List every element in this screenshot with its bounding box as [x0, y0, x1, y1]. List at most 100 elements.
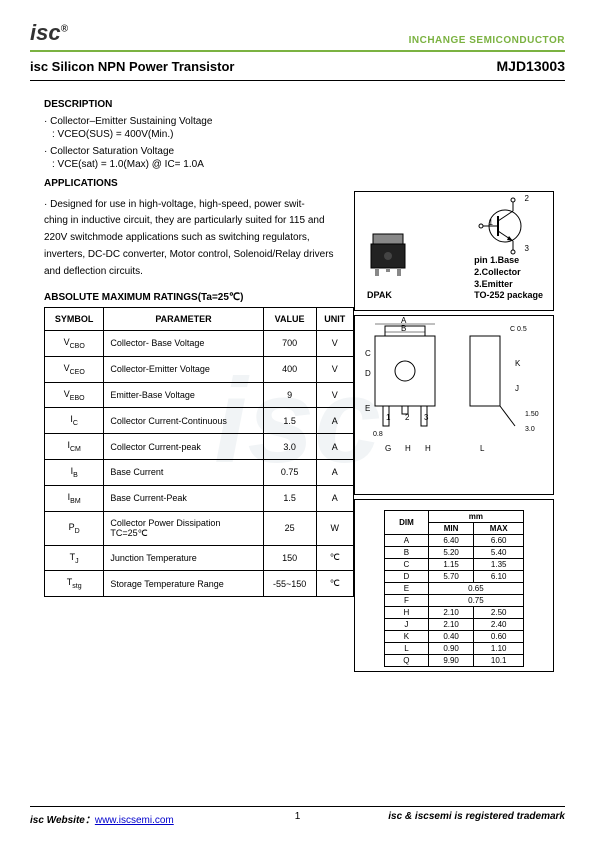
ratings-value: 700 — [263, 331, 316, 357]
desc-bullet: · Collector Saturation Voltage — [44, 146, 565, 157]
svg-text:0.8: 0.8 — [373, 431, 383, 438]
ratings-unit: A — [316, 459, 354, 485]
right-column: 2 1 3 DPAK pin 1.Base 2.Collector 3.Emit… — [354, 195, 554, 672]
ratings-row: VEBOEmitter-Base Voltage9V — [45, 382, 354, 408]
ratings-row: PDCollector Power Dissipation TC=25℃25W — [45, 511, 354, 545]
ratings-symbol: IBM — [45, 485, 104, 511]
dimension-table: DIM mm MIN MAX A6.406.60B5.205.40C1.151.… — [384, 510, 524, 667]
ratings-value: 150 — [263, 545, 316, 571]
dim-row: J2.102.40 — [385, 619, 524, 631]
svg-text:C: C — [365, 349, 371, 358]
title-row: isc Silicon NPN Power Transistor MJD1300… — [30, 58, 565, 81]
dim-cell: 10.1 — [474, 655, 524, 667]
desc-sub: : VCE(sat) = 1.0(Max) @ IC= 1.0A — [52, 159, 565, 170]
dim-cell: 1.15 — [428, 559, 474, 571]
ratings-row: ICMCollector Current-peak3.0A — [45, 434, 354, 460]
ratings-value: 400 — [263, 356, 316, 382]
page-number: 1 — [295, 811, 301, 822]
dim-cell: 0.90 — [428, 643, 474, 655]
ratings-row: ICCollector Current-Continuous1.5A — [45, 408, 354, 434]
svg-text:G: G — [385, 444, 391, 453]
left-column: · Designed for use in high-voltage, high… — [30, 195, 350, 672]
svg-text:1.50: 1.50 — [525, 411, 539, 418]
dim-cell: 0.75 — [428, 595, 523, 607]
dim-h-max: MAX — [474, 523, 524, 535]
dim-row: C1.151.35 — [385, 559, 524, 571]
description-heading: DESCRIPTION — [44, 99, 565, 110]
dim-cell: 2.40 — [474, 619, 524, 631]
ratings-param: Base Current — [104, 459, 263, 485]
dim-h-dim: DIM — [385, 511, 429, 535]
svg-text:H: H — [405, 444, 411, 453]
svg-text:H: H — [425, 444, 431, 453]
dim-h-mm: mm — [428, 511, 523, 523]
ratings-param: Storage Temperature Range — [104, 571, 263, 597]
dim-cell: 2.10 — [428, 607, 474, 619]
logo: isc® — [30, 20, 68, 46]
dim-cell: J — [385, 619, 429, 631]
ratings-value: -55~150 — [263, 571, 316, 597]
ratings-row: VCBOCollector- Base Voltage700V — [45, 331, 354, 357]
dim-cell: C — [385, 559, 429, 571]
dim-cell: 9.90 — [428, 655, 474, 667]
ratings-value: 1.5 — [263, 408, 316, 434]
dim-cell: 6.10 — [474, 571, 524, 583]
ratings-symbol: VCEO — [45, 356, 104, 382]
dim-cell: 0.65 — [428, 583, 523, 595]
sch-pin-2: 2 — [525, 194, 529, 203]
svg-text:J: J — [515, 384, 519, 393]
dim-cell: D — [385, 571, 429, 583]
dim-cell: L — [385, 643, 429, 655]
ratings-unit: ℃ — [316, 571, 354, 597]
dim-row: F0.75 — [385, 595, 524, 607]
svg-text:3.0: 3.0 — [525, 426, 535, 433]
dim-row: Q9.9010.1 — [385, 655, 524, 667]
ratings-unit: V — [316, 331, 354, 357]
ratings-unit: W — [316, 511, 354, 545]
ratings-symbol: IB — [45, 459, 104, 485]
ratings-value: 9 — [263, 382, 316, 408]
dim-row: K0.400.60 — [385, 631, 524, 643]
dim-cell: 2.10 — [428, 619, 474, 631]
dim-row: L0.901.10 — [385, 643, 524, 655]
dim-cell: Q — [385, 655, 429, 667]
dim-cell: 1.10 — [474, 643, 524, 655]
svg-text:1: 1 — [386, 413, 391, 422]
svg-text:B: B — [401, 324, 406, 333]
applications-heading: APPLICATIONS — [44, 178, 565, 189]
dim-row: A6.406.60 — [385, 535, 524, 547]
desc-sub: : VCEO(SUS) = 400V(Min.) — [52, 129, 565, 140]
sch-pin-1: 1 — [489, 218, 493, 227]
footer-left: isc Website：www.iscsemi.com — [30, 811, 174, 826]
mechanical-svg: 1 2 3 0.8 A B C D E G H H C 0.5 K J — [355, 316, 553, 494]
ratings-symbol: VEBO — [45, 382, 104, 408]
ratings-th: PARAMETER — [104, 308, 263, 331]
dim-cell: 5.20 — [428, 547, 474, 559]
website-link[interactable]: www.iscsemi.com — [95, 815, 174, 826]
ratings-heading: ABSOLUTE MAXIMUM RATINGS(Ta=25℃) — [44, 292, 350, 303]
svg-text:L: L — [480, 444, 485, 453]
ratings-th: UNIT — [316, 308, 354, 331]
dim-row: B5.205.40 — [385, 547, 524, 559]
ratings-param: Collector Power Dissipation TC=25℃ — [104, 511, 263, 545]
ratings-value: 25 — [263, 511, 316, 545]
dim-cell: 5.70 — [428, 571, 474, 583]
svg-text:D: D — [365, 369, 371, 378]
ratings-row: IBMBase Current-Peak1.5A — [45, 485, 354, 511]
ratings-unit: A — [316, 434, 354, 460]
ratings-value: 0.75 — [263, 459, 316, 485]
ratings-row: TJJunction Temperature150℃ — [45, 545, 354, 571]
svg-text:3: 3 — [424, 413, 429, 422]
dimension-table-box: DIM mm MIN MAX A6.406.60B5.205.40C1.151.… — [354, 499, 554, 672]
ratings-symbol: IC — [45, 408, 104, 434]
dpak-label: DPAK — [367, 290, 392, 300]
ratings-value: 1.5 — [263, 485, 316, 511]
ratings-th: VALUE — [263, 308, 316, 331]
dim-cell: 2.50 — [474, 607, 524, 619]
logo-text: isc — [30, 20, 61, 45]
package-diagram-box: 2 1 3 DPAK pin 1.Base 2.Collector 3.Emit… — [354, 191, 554, 311]
ratings-param: Collector- Base Voltage — [104, 331, 263, 357]
footer-right: isc & iscsemi is registered trademark — [388, 811, 565, 826]
dpak-icon — [363, 232, 413, 282]
dim-cell: 0.40 — [428, 631, 474, 643]
